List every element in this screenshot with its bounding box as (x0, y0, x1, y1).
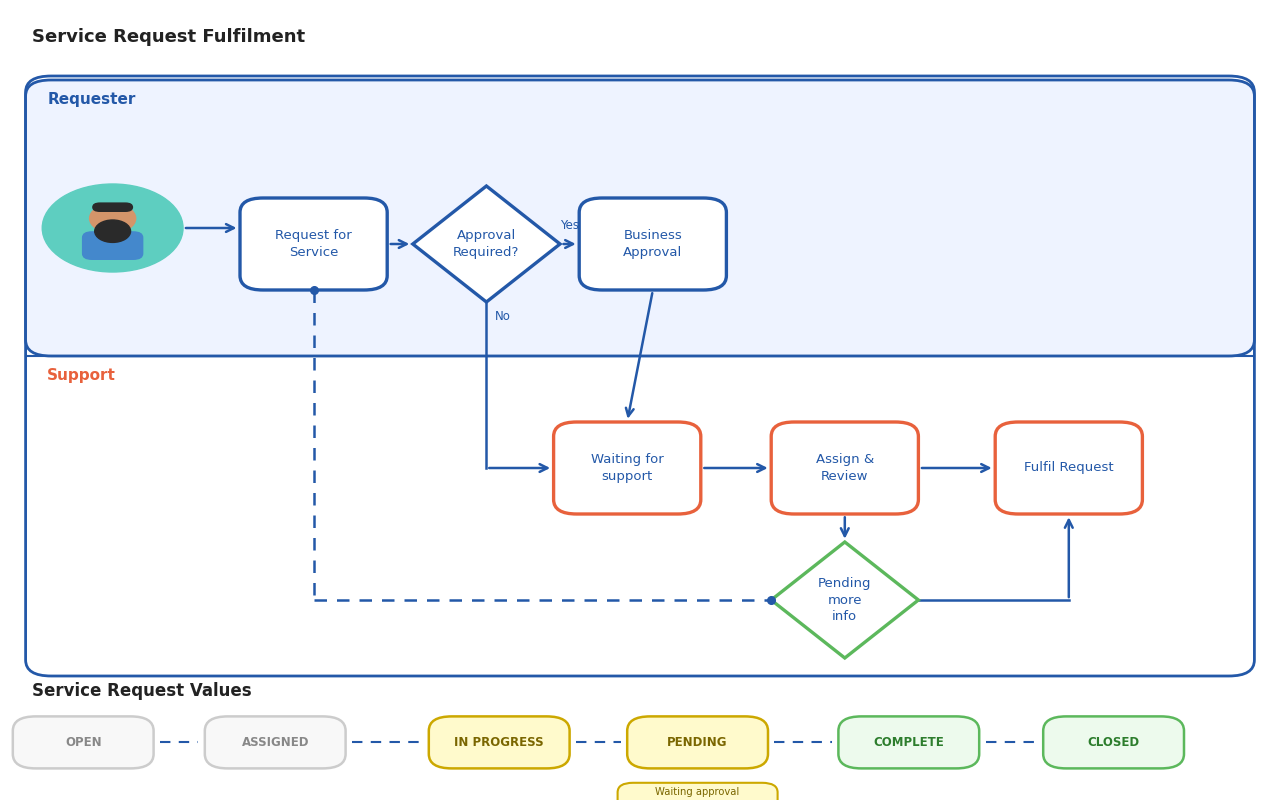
Text: Waiting approval
More info required
Waiting on vendor: Waiting approval More info required Wait… (652, 787, 744, 800)
Circle shape (42, 184, 183, 272)
Text: PENDING: PENDING (667, 736, 728, 749)
Text: Service Request Fulfilment: Service Request Fulfilment (32, 28, 305, 46)
FancyBboxPatch shape (82, 231, 143, 260)
FancyBboxPatch shape (554, 422, 701, 514)
FancyBboxPatch shape (13, 717, 154, 768)
Text: Yes: Yes (561, 219, 579, 232)
Text: Requester: Requester (47, 92, 136, 107)
Text: CLOSED: CLOSED (1088, 736, 1139, 749)
FancyBboxPatch shape (26, 80, 1254, 356)
Text: COMPLETE: COMPLETE (873, 736, 945, 749)
Circle shape (90, 204, 136, 233)
FancyBboxPatch shape (618, 782, 778, 800)
FancyBboxPatch shape (92, 202, 133, 212)
FancyBboxPatch shape (838, 717, 979, 768)
Text: Pending
more
info: Pending more info (818, 577, 872, 623)
FancyBboxPatch shape (1043, 717, 1184, 768)
Text: Business
Approval: Business Approval (623, 230, 682, 258)
Text: ASSIGNED: ASSIGNED (242, 736, 308, 749)
FancyBboxPatch shape (241, 198, 387, 290)
FancyBboxPatch shape (627, 717, 768, 768)
Circle shape (95, 220, 131, 242)
FancyBboxPatch shape (771, 422, 919, 514)
Text: Request for
Service: Request for Service (275, 230, 352, 258)
Text: IN PROGRESS: IN PROGRESS (454, 736, 544, 749)
Polygon shape (771, 542, 919, 658)
Text: Support: Support (47, 368, 116, 383)
Text: No: No (495, 310, 511, 323)
FancyBboxPatch shape (26, 76, 1254, 676)
Text: Fulfil Request: Fulfil Request (1024, 462, 1114, 474)
Text: Waiting for
support: Waiting for support (591, 454, 663, 482)
FancyBboxPatch shape (580, 198, 727, 290)
Text: OPEN: OPEN (65, 736, 101, 749)
FancyBboxPatch shape (429, 717, 570, 768)
Text: Assign &
Review: Assign & Review (815, 454, 874, 482)
FancyBboxPatch shape (205, 717, 346, 768)
FancyBboxPatch shape (996, 422, 1142, 514)
Polygon shape (412, 186, 561, 302)
Text: Approval
Required?: Approval Required? (453, 230, 520, 258)
Text: Service Request Values: Service Request Values (32, 682, 252, 699)
